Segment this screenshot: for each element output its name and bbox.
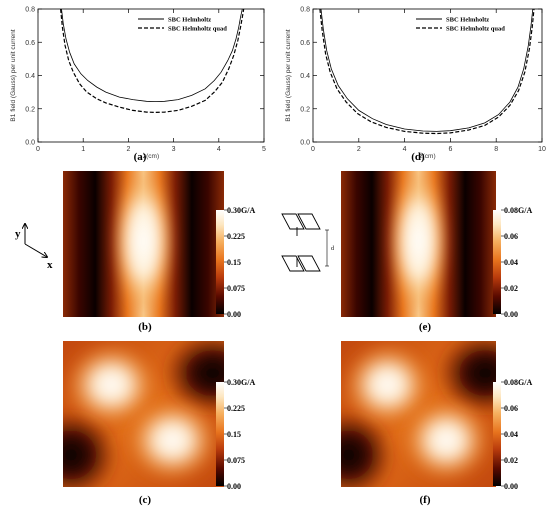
series-line-helmholtz-quad — [319, 9, 535, 135]
heatmap-hot-lobe — [63, 341, 160, 429]
colorbar-tick-label: 0.00 — [227, 310, 241, 319]
colorbar-tick-label: 0.30G/A — [227, 378, 255, 387]
y-axis-label: B1 field (Gauss) per unit current — [285, 29, 292, 121]
x-tick-label: 4 — [217, 146, 221, 153]
coil-loop-upper-right — [297, 213, 321, 230]
panel-label: (b) — [138, 321, 152, 333]
colorbar — [216, 210, 224, 314]
y-axis-icon-label: y — [15, 228, 21, 240]
plot-frame — [312, 8, 543, 143]
heatmap-image — [63, 171, 224, 317]
colorbar-tick-label: 0.04 — [504, 258, 518, 267]
x-tick-label: 3 — [172, 146, 176, 153]
x-tick-label: 6 — [448, 146, 452, 153]
heatmap-c: 0.30G/A 0.225 0.15 0.075 0.00 (c) — [63, 341, 255, 506]
y-tick-label: 0.2 — [300, 106, 310, 113]
x-axis-icon-label: x — [47, 259, 53, 271]
colorbar-tick-label: 0.00 — [227, 482, 241, 491]
heatmap-hot-lobe — [124, 396, 221, 485]
x-tick-label: 1 — [81, 146, 85, 153]
heatmap-e1: 0.08G/A 0.06 0.04 0.02 0.00 (e) — [341, 171, 532, 333]
panel-label: (a) — [134, 151, 147, 163]
colorbar-tick-label: 0.075 — [227, 456, 245, 465]
coil-sketch-icon — [281, 213, 329, 272]
colorbar-tick-label: 0.30G/A — [227, 206, 255, 215]
legend-label: SBC Helmholtz quad — [446, 26, 505, 33]
x-tick-label: 2 — [357, 146, 361, 153]
colorbar-tick-label: 0.15 — [227, 430, 241, 439]
heatmap-image — [63, 341, 224, 487]
coil-loop-upper-left — [281, 213, 305, 230]
heatmap-image — [341, 341, 496, 487]
x-tick-label: 0 — [311, 146, 315, 153]
colorbar-tick-label: 0.075 — [227, 284, 245, 293]
coil-loop-lower-right — [297, 255, 321, 272]
x-arrow-icon — [24, 243, 47, 257]
series-line-helmholtz — [61, 9, 243, 103]
colorbar-tick-label: 0.08G/A — [504, 378, 532, 387]
series-line-helmholtz-quad — [60, 9, 245, 114]
colorbar-tick-label: 0.02 — [504, 456, 518, 465]
axes-orientation-icon: y x — [15, 224, 53, 271]
y-tick-label: 0.6 — [25, 40, 35, 47]
x-tick-label: 2 — [126, 146, 130, 153]
y-tick-label: 0.2 — [25, 106, 35, 113]
y-axis-label: B1 field (Gauss) per unit current — [10, 29, 17, 121]
colorbar-tick-label: 0.04 — [504, 430, 518, 439]
heatmap-image — [341, 171, 496, 317]
panel-label: (e) — [419, 321, 432, 333]
colorbar-tick-label: 0.225 — [227, 232, 245, 241]
x-tick-label: 8 — [494, 146, 498, 153]
line-chart-d: 0 2 4 6 8 10 0.0 0.2 0.4 0.6 0.8 z(cm) B1 field (Gau… — [285, 7, 546, 164]
line-chart-a: 0 1 2 3 4 5 0.0 0.2 0.4 0.6 0.8 z(cm) B1 field (Gaus… — [10, 7, 266, 164]
y-tick-label: 0.8 — [25, 7, 35, 14]
colorbar — [493, 382, 501, 486]
plot-frame — [37, 8, 265, 143]
colorbar-tick-label: 0.06 — [504, 232, 518, 241]
panel-label: (d) — [411, 151, 425, 163]
colorbar — [493, 210, 501, 314]
colorbar-tick-label: 0.02 — [504, 284, 518, 293]
heatmap-hot-lobe — [387, 171, 450, 315]
series-line-helmholtz — [320, 9, 534, 132]
legend-label: SBC Helmholtz — [446, 17, 489, 24]
colorbar-tick-label: 0.00 — [504, 310, 518, 319]
colorbar — [216, 382, 224, 486]
colorbar-tick-label: 0.08G/A — [504, 206, 532, 215]
legend-label: SBC Helmholtz quad — [168, 26, 227, 33]
x-axis-label: z(cm) — [419, 153, 435, 160]
heatmap-hot-lobe — [399, 396, 493, 485]
heatmap-hot-lobe — [341, 341, 434, 429]
y-tick-label: 0.0 — [25, 140, 35, 147]
y-tick-label: 0.4 — [300, 73, 310, 80]
y-tick-label: 0.4 — [25, 73, 35, 80]
colorbar-tick-label: 0.06 — [504, 404, 518, 413]
y-tick-label: 0.8 — [300, 7, 310, 14]
panel-label: (c) — [139, 494, 152, 506]
x-axis-label: z(cm) — [143, 153, 159, 160]
x-tick-label: 0 — [36, 146, 40, 153]
heatmap-hot-lobe — [111, 171, 176, 315]
colorbar-tick-label: 0.00 — [504, 482, 518, 491]
colorbar-tick-label: 0.225 — [227, 404, 245, 413]
coil-loop-lower-left — [281, 255, 305, 272]
x-tick-label: 10 — [538, 146, 546, 153]
y-tick-label: 0.6 — [300, 40, 310, 47]
x-tick-label: 5 — [262, 146, 266, 153]
legend-label: SBC Helmholtz — [168, 17, 211, 24]
heatmap-f: 0.08G/A 0.06 0.04 0.02 0.00 (f) — [341, 341, 532, 506]
coil-dimension-label: d — [331, 246, 334, 252]
x-tick-label: 4 — [403, 146, 407, 153]
colorbar-tick-label: 0.15 — [227, 258, 241, 267]
heatmap-b: 0.30G/A 0.225 0.15 0.075 0.00 (b) — [63, 171, 255, 333]
panel-label: (f) — [420, 494, 431, 506]
y-tick-label: 0.0 — [300, 140, 310, 147]
